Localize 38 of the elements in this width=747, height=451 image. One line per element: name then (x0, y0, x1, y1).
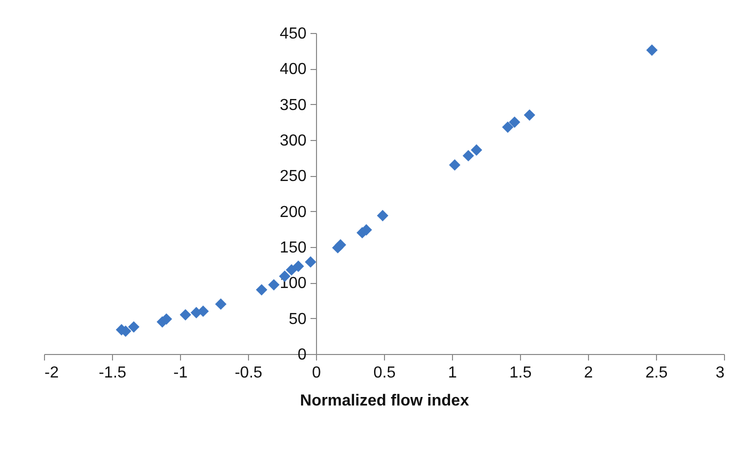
y-tick-label: 400 (280, 61, 307, 78)
point (502, 121, 514, 133)
x-tick-label: 2.5 (645, 364, 668, 382)
x-axis-title: Normalized flow index (300, 392, 470, 410)
x-tick-label: -2 (44, 364, 59, 382)
y-tick-label: 0 (298, 346, 307, 364)
point (508, 116, 520, 128)
y-tick-label: 300 (280, 132, 307, 150)
x-tick-label: 2 (584, 364, 594, 382)
point (304, 256, 316, 268)
point (462, 150, 474, 162)
point (180, 309, 192, 320)
point (524, 109, 536, 121)
x-tick-label: 1 (448, 364, 458, 382)
y-tick-label: 250 (280, 168, 307, 186)
point (256, 284, 268, 296)
point (286, 264, 298, 276)
point (292, 260, 304, 272)
y-tick-label: 450 (280, 26, 307, 42)
x-tick-label: -1.5 (98, 364, 126, 382)
x-tick-label: 0 (312, 364, 322, 382)
point (646, 44, 658, 56)
point (128, 321, 140, 333)
point (268, 279, 280, 291)
y-tick-label: 200 (280, 204, 307, 221)
y-tick-label: 150 (280, 240, 307, 256)
x-tick-label: 3 (716, 364, 725, 382)
x-tick-label: 0.5 (373, 364, 396, 382)
x-tick-label: -1 (173, 364, 188, 382)
point (215, 298, 226, 310)
y-tick-label: 50 (288, 310, 307, 328)
y-tick-label: 350 (280, 96, 307, 114)
point (334, 239, 346, 251)
x-tick-label: -0.5 (234, 364, 262, 382)
point (449, 159, 460, 171)
point (470, 144, 482, 156)
x-tick-label: 1.5 (509, 364, 532, 382)
point (376, 210, 388, 222)
